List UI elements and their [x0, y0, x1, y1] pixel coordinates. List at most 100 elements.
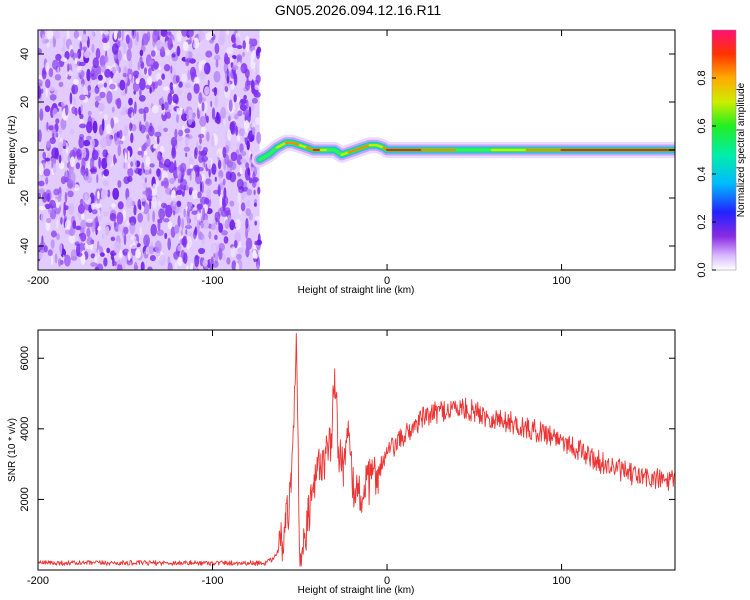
noise-speck: [118, 66, 121, 73]
noise-speck: [45, 62, 50, 73]
noise-speck: [49, 94, 57, 101]
colorbar-tick-label: 0.4: [696, 166, 708, 181]
noise-speck: [59, 243, 63, 256]
noise-speck: [111, 203, 116, 208]
noise-speck: [54, 74, 62, 81]
noise-speck: [39, 108, 44, 121]
noise-speck: [105, 226, 110, 236]
noise-speck: [81, 212, 85, 220]
noise-speck: [186, 265, 189, 270]
noise-speck: [199, 71, 206, 80]
noise-speck: [75, 225, 82, 231]
noise-speck: [194, 254, 200, 268]
noise-speck: [138, 73, 143, 79]
noise-speck: [127, 150, 130, 161]
noise-speck: [98, 102, 105, 112]
noise-speck: [124, 248, 129, 253]
noise-speck: [58, 258, 62, 267]
noise-speck: [70, 156, 75, 168]
noise-speck: [190, 30, 194, 36]
noise-speck: [126, 48, 132, 62]
noise-speck: [238, 128, 246, 137]
noise-speck: [257, 186, 261, 195]
noise-speck: [103, 40, 110, 52]
noise-speck: [254, 84, 260, 91]
noise-speck: [97, 74, 103, 81]
noise-speck: [117, 224, 124, 232]
snr-x-tick-label: -100: [202, 575, 224, 587]
noise-speck: [245, 35, 250, 45]
noise-speck: [92, 120, 98, 134]
noise-speck: [167, 220, 173, 230]
noise-speck: [158, 254, 166, 266]
noise-speck: [103, 211, 109, 217]
colorbar-tick-label: 0.0: [696, 262, 708, 277]
noise-speck: [155, 149, 158, 158]
noise-speck: [142, 182, 148, 189]
noise-region: [38, 30, 263, 270]
noise-speck: [104, 68, 111, 78]
noise-speck: [155, 180, 160, 187]
spectrogram-x-tick-label: 100: [552, 275, 570, 287]
noise-speck: [81, 164, 86, 174]
noise-speck: [173, 210, 176, 216]
noise-speck: [197, 145, 202, 150]
noise-speck: [160, 202, 167, 209]
noise-speck: [156, 39, 163, 50]
noise-speck: [79, 41, 83, 52]
noise-speck: [228, 99, 233, 112]
noise-speck: [255, 117, 261, 125]
noise-speck: [229, 200, 235, 207]
noise-speck: [101, 189, 106, 201]
noise-speck: [194, 76, 200, 84]
noise-speck: [221, 253, 226, 261]
noise-speck: [133, 157, 137, 171]
noise-speck: [163, 127, 169, 132]
noise-speck: [72, 63, 78, 68]
noise-speck: [236, 178, 244, 190]
noise-speck: [128, 97, 133, 106]
noise-speck: [82, 147, 87, 159]
noise-speck: [132, 70, 140, 78]
noise-speck: [132, 30, 135, 36]
noise-speck: [94, 203, 102, 209]
noise-speck: [234, 113, 239, 120]
noise-speck: [68, 70, 73, 76]
noise-speck: [237, 61, 242, 67]
noise-speck: [38, 252, 43, 259]
noise-speck: [58, 186, 62, 194]
noise-speck: [151, 148, 154, 153]
noise-speck: [248, 212, 253, 221]
noise-speck: [165, 204, 173, 218]
noise-speck: [188, 109, 193, 119]
noise-speck: [64, 191, 68, 203]
noise-speck: [170, 136, 178, 147]
noise-speck: [173, 251, 180, 260]
noise-speck: [144, 177, 147, 184]
noise-speck: [68, 234, 76, 244]
noise-speck: [171, 145, 176, 157]
noise-speck: [84, 193, 88, 201]
noise-speck: [59, 260, 64, 265]
noise-speck: [118, 129, 123, 140]
noise-speck: [174, 160, 177, 172]
noise-speck: [155, 72, 163, 82]
noise-speck: [167, 237, 171, 251]
noise-speck: [182, 41, 189, 51]
noise-speck: [133, 204, 137, 216]
noise-speck: [208, 231, 212, 240]
noise-speck: [214, 211, 221, 222]
noise-speck: [72, 220, 77, 229]
noise-speck: [149, 168, 152, 175]
noise-speck: [199, 181, 203, 193]
noise-speck: [143, 169, 150, 175]
noise-speck: [38, 48, 42, 55]
colorbar-label: Normalized spectral amplitude: [736, 82, 747, 217]
noise-speck: [149, 163, 155, 168]
noise-speck: [53, 202, 57, 208]
noise-speck: [236, 45, 243, 49]
noise-speck: [48, 125, 54, 131]
noise-speck: [198, 133, 205, 139]
noise-speck: [181, 237, 188, 246]
